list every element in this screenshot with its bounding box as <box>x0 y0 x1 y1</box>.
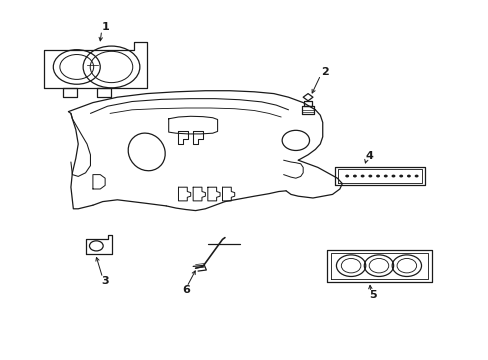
Text: 3: 3 <box>101 276 109 286</box>
Circle shape <box>391 175 395 177</box>
Circle shape <box>398 175 402 177</box>
Circle shape <box>367 175 371 177</box>
Circle shape <box>383 175 387 177</box>
Circle shape <box>345 175 348 177</box>
Text: 1: 1 <box>101 22 109 32</box>
Text: 2: 2 <box>320 67 328 77</box>
Circle shape <box>375 175 379 177</box>
Circle shape <box>352 175 356 177</box>
Circle shape <box>360 175 364 177</box>
Text: 4: 4 <box>365 150 372 161</box>
Circle shape <box>406 175 410 177</box>
Text: 5: 5 <box>368 290 376 300</box>
Text: 6: 6 <box>182 285 189 295</box>
Circle shape <box>414 175 418 177</box>
